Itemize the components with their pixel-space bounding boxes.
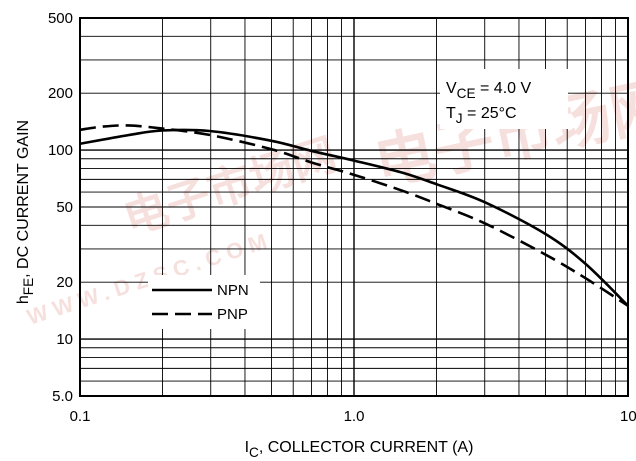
x-tick-label: 0.1 — [70, 408, 91, 425]
x-tick-label: 1.0 — [344, 408, 365, 425]
annotation-box — [440, 69, 568, 129]
annotations: VCE = 4.0 V TJ = 25°C — [440, 69, 568, 129]
y-axis-label-sub: FE — [21, 278, 36, 295]
annotation-tj-sub: J — [456, 111, 463, 126]
y-tick-label: 200 — [48, 85, 73, 102]
series-pnp-line — [79, 124, 629, 307]
annotation-vce-sub: CE — [457, 86, 476, 101]
y-tick-label: 500 — [48, 10, 73, 27]
series-group — [79, 124, 629, 307]
x-axis-label-main: I — [245, 439, 249, 456]
x-axis-label-rest: , COLLECTOR CURRENT (A) — [259, 439, 474, 456]
y-axis-label-rest: , DC CURRENT GAIN — [15, 120, 32, 278]
tick-labels: 0.1 1.0 10 5.0 10 20 50 100 200 500 — [48, 10, 636, 425]
y-tick-label: 50 — [56, 199, 73, 216]
annotation-tj-main: T — [446, 105, 456, 122]
x-axis-label: IC, COLLECTOR CURRENT (A) — [245, 439, 474, 460]
x-tick-label: 10 — [620, 408, 636, 425]
annotation-tj: TJ = 25°C — [446, 105, 517, 126]
series-npn-line — [79, 128, 629, 307]
legend-label-pnp: PNP — [217, 306, 248, 323]
grid — [80, 18, 628, 396]
axis-labels: IC, COLLECTOR CURRENT (A) hFE, DC CURRENT… — [15, 120, 473, 460]
x-axis-label-sub: C — [249, 445, 259, 460]
legend: NPN PNP — [148, 275, 260, 329]
y-tick-label: 20 — [56, 274, 73, 291]
legend-label-npn: NPN — [217, 282, 249, 299]
annotation-vce: VCE = 4.0 V — [446, 80, 531, 101]
y-axis-label: hFE, DC CURRENT GAIN — [15, 120, 36, 304]
y-tick-label: 10 — [56, 331, 73, 348]
watermark-text-cn: 电子市场网 — [118, 130, 342, 245]
legend-box — [148, 275, 260, 329]
y-tick-label: 100 — [48, 142, 73, 159]
plot-frame — [79, 17, 629, 397]
annotation-vce-main: V — [446, 80, 457, 97]
annotation-vce-rest: = 4.0 V — [476, 80, 532, 97]
y-tick-label: 5.0 — [52, 388, 73, 405]
y-axis-label-main: h — [15, 295, 32, 304]
annotation-tj-rest: = 25°C — [463, 105, 517, 122]
